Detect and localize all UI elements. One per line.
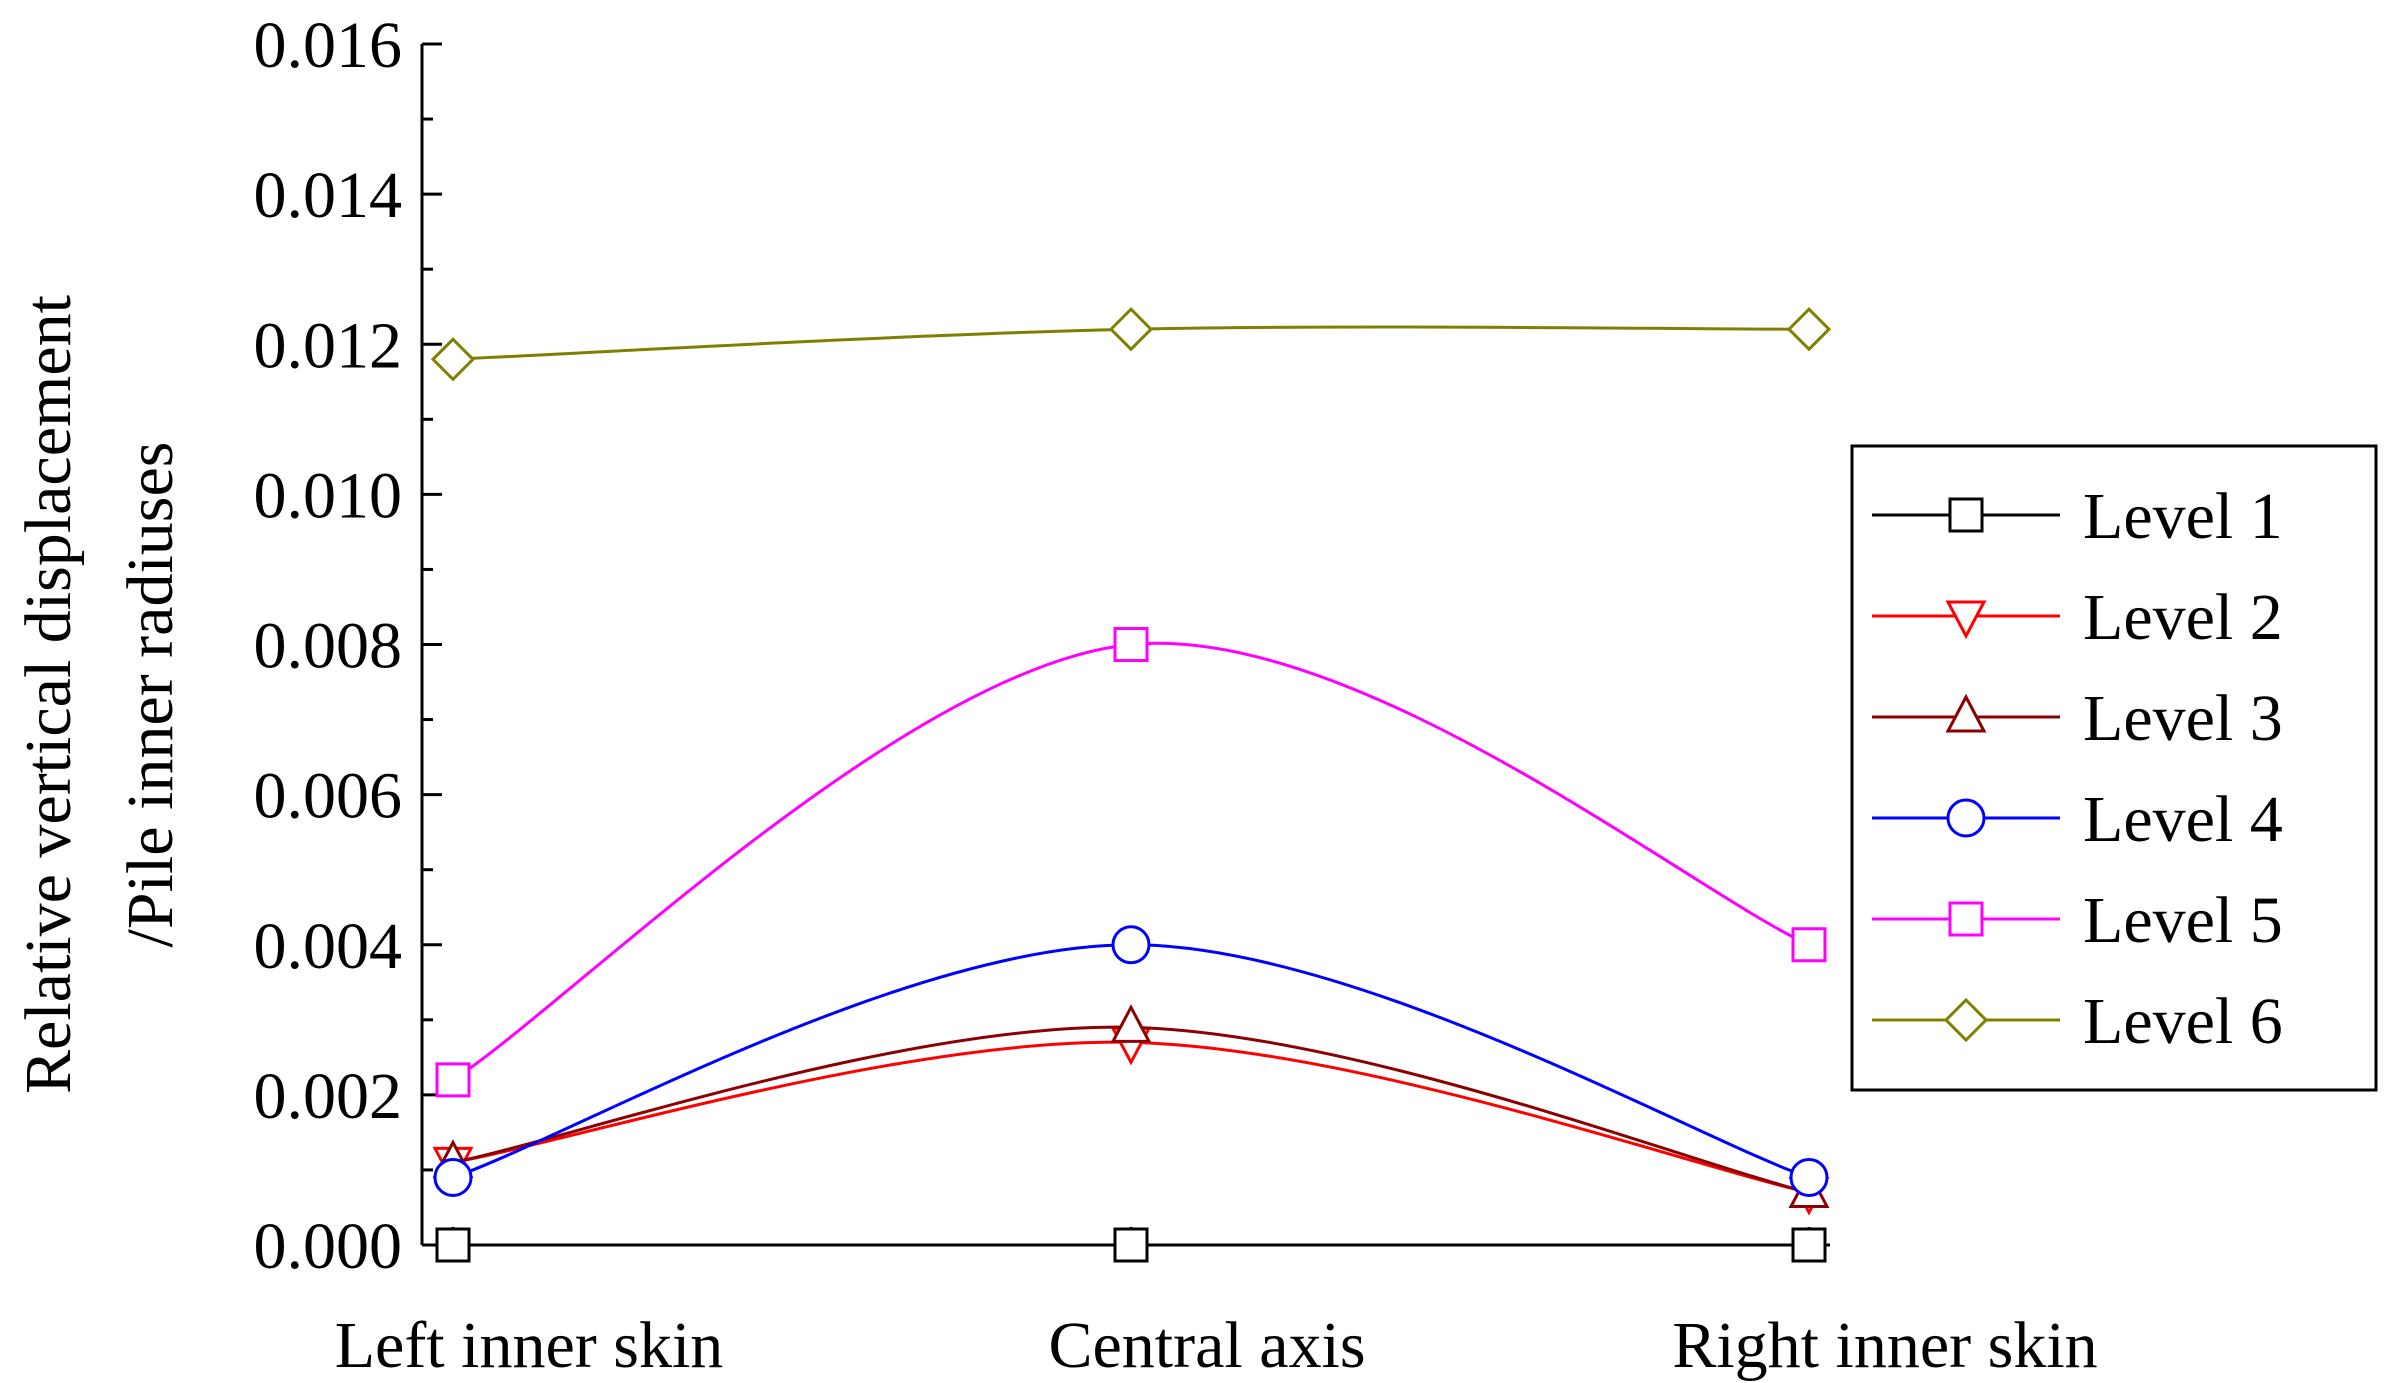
legend-label: Level 1: [2083, 480, 2283, 553]
series-layer: [430, 307, 1832, 1263]
data-point: [1945, 600, 1987, 640]
data-point: [1943, 997, 1989, 1043]
y-tick-label: 0.014: [254, 159, 403, 232]
legend-label: Level 6: [2083, 985, 2283, 1058]
legend: Level 1 Level 2 Level 3 Level 4 Level 5 Level…: [1850, 444, 2378, 1092]
x-tick-label: Central axis: [1048, 1309, 1365, 1382]
series-level-6: [430, 307, 1832, 382]
x-tick-label: Right inner skin: [1672, 1309, 2097, 1382]
data-point: [1113, 627, 1149, 662]
legend-item: Level 2: [1872, 581, 2283, 654]
data-point: [1113, 1227, 1149, 1263]
data-point: [1948, 901, 1984, 937]
data-point: [1791, 1227, 1827, 1263]
legend-box: [1850, 444, 2378, 1092]
data-point: [1108, 307, 1154, 352]
y-tick-label: 0.004: [254, 910, 403, 983]
y-axis-title: Relative vertical displacement/Pile inne…: [12, 295, 187, 1094]
y-tick-label: 0.002: [254, 1060, 403, 1133]
legend-item: Level 3: [1872, 682, 2283, 755]
series-level-4: [433, 925, 1829, 1197]
y-tick-label: 0.012: [254, 309, 403, 382]
data-point: [1945, 693, 1987, 733]
series-level-5: [435, 627, 1827, 1098]
data-point: [430, 337, 476, 382]
y-axis-title-line: Relative vertical displacement: [12, 295, 85, 1094]
y-tick-label: 0.000: [254, 1210, 403, 1283]
series-level-3: [432, 1004, 1830, 1208]
legend-label: Level 3: [2083, 682, 2283, 755]
y-axis-title-line: /Pile inner radiuses: [114, 442, 187, 948]
data-point: [1791, 927, 1827, 963]
plot-area: 0.000 0.002 0.004 0.006 0.008 0.010 0.012 0.014…: [254, 9, 2098, 1382]
x-tick-label: Left inner skin: [335, 1309, 724, 1382]
data-point: [435, 1062, 471, 1098]
y-tick-label: 0.016: [254, 9, 403, 82]
data-point: [433, 1157, 473, 1197]
data-point: [1948, 497, 1984, 533]
data-point: [1110, 1004, 1152, 1043]
legend-label: Level 2: [2083, 581, 2283, 654]
legend-item: Level 5: [1872, 884, 2283, 957]
legend-item: Level 4: [1872, 783, 2283, 856]
data-point: [1786, 307, 1832, 352]
y-tick-label: 0.006: [254, 760, 403, 833]
legend-label: Level 5: [2083, 884, 2283, 957]
data-point: [1789, 1157, 1829, 1197]
legend-label: Level 4: [2083, 783, 2283, 856]
data-point: [1946, 798, 1986, 838]
legend-item: Level 1: [1872, 480, 2283, 553]
y-tick-label: 0.008: [254, 610, 403, 683]
y-tick-label: 0.010: [254, 459, 403, 532]
legend-item: Level 6: [1872, 985, 2283, 1058]
series-level-2: [432, 1026, 1830, 1216]
data-point: [1111, 925, 1151, 965]
data-point: [435, 1227, 471, 1263]
series-level-1: [435, 1227, 1827, 1263]
